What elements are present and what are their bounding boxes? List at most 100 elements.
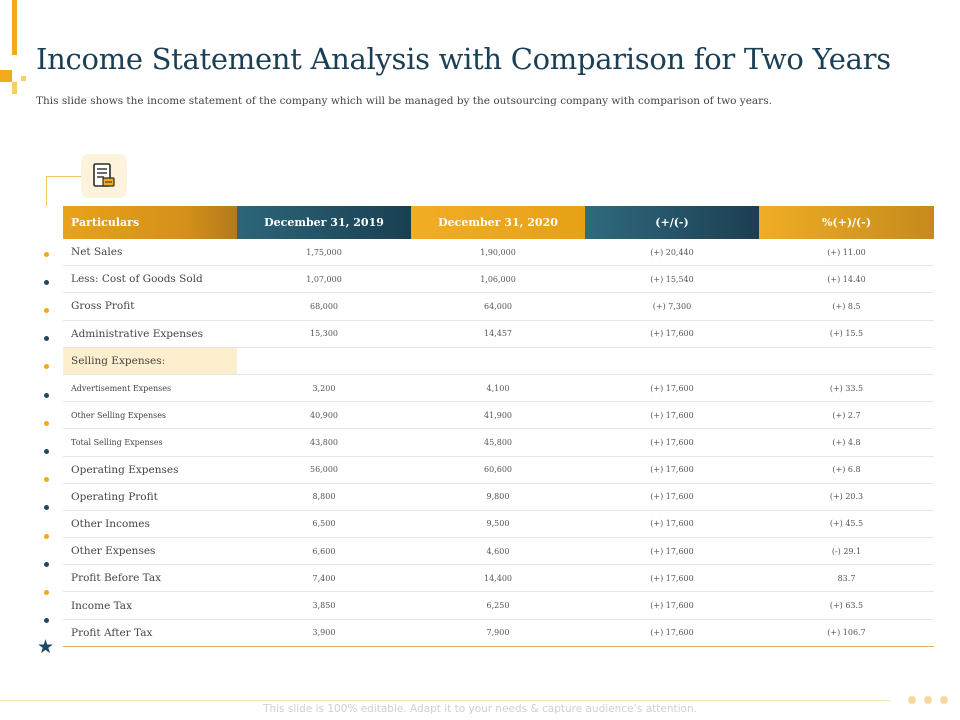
row-marker [44, 308, 49, 313]
cell-percent: (+) 15.5 [829, 329, 864, 339]
accent-bar-vertical [12, 0, 17, 55]
cell-particular: Less: Cost of Goods Sold [71, 273, 203, 286]
cell-particular: Net Sales [71, 246, 123, 259]
table-row: Administrative Expenses 15,300 14,457 (+… [63, 321, 934, 348]
table-row: Gross Profit 68,000 64,000 (+) 7,300 (+)… [63, 293, 934, 321]
cell-2020: 14,400 [484, 573, 512, 583]
cell-2020: 7,900 [486, 628, 510, 638]
cell-particular: Operating Profit [71, 490, 158, 503]
cell-2019: 43,800 [310, 437, 338, 447]
footer-dot [940, 696, 948, 704]
table-row: Net Sales 1,75,000 1,90,000 (+) 20,440 (… [63, 239, 934, 267]
table-row: Less: Cost of Goods Sold 1,07,000 1,06,0… [63, 266, 934, 294]
cell-2019: 3,850 [312, 601, 336, 611]
cell-change: (+) 17,600 [650, 601, 694, 611]
cell-particular: Income Tax [71, 599, 132, 612]
cell-percent: (+) 33.5 [829, 383, 864, 393]
cell-2019: 40,900 [310, 410, 338, 420]
table-row: Profit After Tax 3,900 7,900 (+) 17,600 … [63, 620, 934, 647]
footer-dot [908, 696, 916, 704]
footer-note: This slide is 100% editable. Adapt it to… [263, 703, 697, 715]
page-subtitle: This slide shows the income statement of… [36, 95, 772, 107]
cell-change: (+) 17,600 [650, 519, 694, 529]
cell-percent: (+) 20.3 [829, 492, 864, 502]
table-row: Operating Expenses 56,000 60,600 (+) 17,… [63, 457, 934, 484]
cell-2019: 6,500 [312, 519, 336, 529]
row-marker [44, 534, 49, 539]
cell-change: (+) 17,600 [650, 329, 694, 339]
cell-percent: (+) 14.40 [827, 274, 866, 284]
cell-2019: 7,400 [312, 573, 336, 583]
cell-particular: Other Expenses [71, 545, 156, 558]
cell-change: (+) 15,540 [650, 274, 694, 284]
accent-bar-small [12, 82, 17, 94]
cell-2019: 15,300 [310, 329, 338, 339]
cell-percent: (+) 11.00 [827, 247, 866, 257]
header-dec-2020: December 31, 2020 [411, 206, 585, 239]
cell-particular: Other Selling Expenses [71, 410, 167, 420]
cell-change: (+) 17,600 [650, 383, 694, 393]
cell-percent: (+) 106.7 [827, 628, 866, 638]
cell-percent: 83.7 [837, 573, 856, 583]
row-marker [44, 421, 49, 426]
table-row: Other Incomes 6,500 9,500 (+) 17,600 (+)… [63, 511, 934, 539]
header-particulars: Particulars [63, 206, 237, 239]
row-marker [44, 505, 49, 510]
cell-2020: 64,000 [484, 301, 512, 311]
cell-change: (+) 20,440 [650, 247, 694, 257]
cell-change: (+) 17,600 [650, 573, 694, 583]
cell-percent: (-) 29.1 [831, 546, 862, 556]
cell-change: (+) 17,600 [650, 410, 694, 420]
cell-2019: 3,200 [312, 383, 336, 393]
table-row: Advertisement Expenses 3,200 4,100 (+) 1… [63, 375, 934, 403]
header-dec-2019: December 31, 2019 [237, 206, 411, 239]
cell-particular: Administrative Expenses [71, 327, 203, 340]
cell-percent: (+) 4.8 [832, 437, 861, 447]
row-marker [44, 393, 49, 398]
table-row: Profit Before Tax 7,400 14,400 (+) 17,60… [63, 565, 934, 593]
cell-particular: Advertisement Expenses [71, 383, 172, 393]
star-icon: ★ [37, 636, 55, 658]
cell-percent: (+) 6.8 [832, 465, 861, 475]
cell-particular: Gross Profit [71, 300, 135, 313]
document-list-icon [93, 163, 115, 187]
cell-percent: (+) 8.5 [832, 301, 861, 311]
cell-percent: (+) 2.7 [832, 410, 861, 420]
cell-2020: 60,600 [484, 465, 512, 475]
cell-2020: 41,900 [484, 410, 512, 420]
table-header: Particulars December 31, 2019 December 3… [63, 206, 934, 239]
table-row: Income Tax 3,850 6,250 (+) 17,600 (+) 63… [63, 592, 934, 620]
cell-2019: 68,000 [310, 301, 338, 311]
cell-2020: 9,800 [486, 492, 510, 502]
cell-change: (+) 17,600 [650, 628, 694, 638]
cell-particular: Total Selling Expenses [71, 437, 163, 447]
timeline-connector-vertical [46, 176, 47, 206]
row-marker [44, 449, 49, 454]
row-marker [44, 590, 49, 595]
cell-2019: 6,600 [312, 546, 336, 556]
cell-2019: 1,75,000 [306, 247, 342, 257]
cell-particular: Operating Expenses [71, 463, 179, 476]
accent-bar-block [0, 70, 12, 82]
cell-particular: Profit After Tax [71, 626, 153, 639]
cell-change: (+) 7,300 [652, 301, 692, 311]
cell-2019: 3,900 [312, 628, 336, 638]
cell-2020: 4,600 [486, 546, 510, 556]
timeline-connector-horizontal [46, 176, 81, 177]
table-row: Other Selling Expenses 40,900 41,900 (+)… [63, 402, 934, 430]
row-marker [44, 280, 49, 285]
document-icon-badge [81, 154, 127, 198]
footer-dot [924, 696, 932, 704]
header-change: (+/(-) [585, 206, 759, 239]
income-statement-table: Particulars December 31, 2019 December 3… [63, 206, 934, 647]
cell-2020: 14,457 [484, 329, 512, 339]
table-row: Operating Profit 8,800 9,800 (+) 17,600 … [63, 484, 934, 511]
cell-change: (+) 17,600 [650, 546, 694, 556]
accent-dot-small [21, 76, 26, 81]
cell-2020: 9,500 [486, 519, 510, 529]
table-row: Total Selling Expenses 43,800 45,800 (+)… [63, 429, 934, 457]
cell-2020: 1,06,000 [480, 274, 516, 284]
table-row: Other Expenses 6,600 4,600 (+) 17,600 (-… [63, 538, 934, 566]
cell-particular: Selling Expenses: [63, 347, 237, 374]
cell-2020: 4,100 [486, 383, 510, 393]
